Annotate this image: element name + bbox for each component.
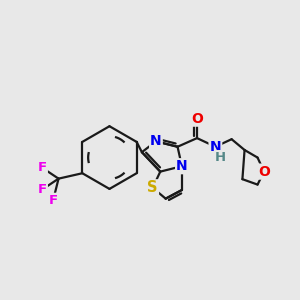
Text: F: F bbox=[38, 161, 47, 174]
Text: F: F bbox=[49, 194, 58, 207]
Text: N: N bbox=[176, 159, 188, 173]
Text: F: F bbox=[38, 183, 47, 196]
Text: O: O bbox=[258, 165, 270, 178]
Text: N: N bbox=[210, 140, 221, 154]
Text: H: H bbox=[215, 151, 226, 164]
Text: N: N bbox=[150, 134, 162, 148]
Text: O: O bbox=[191, 112, 203, 126]
Text: S: S bbox=[148, 180, 158, 195]
